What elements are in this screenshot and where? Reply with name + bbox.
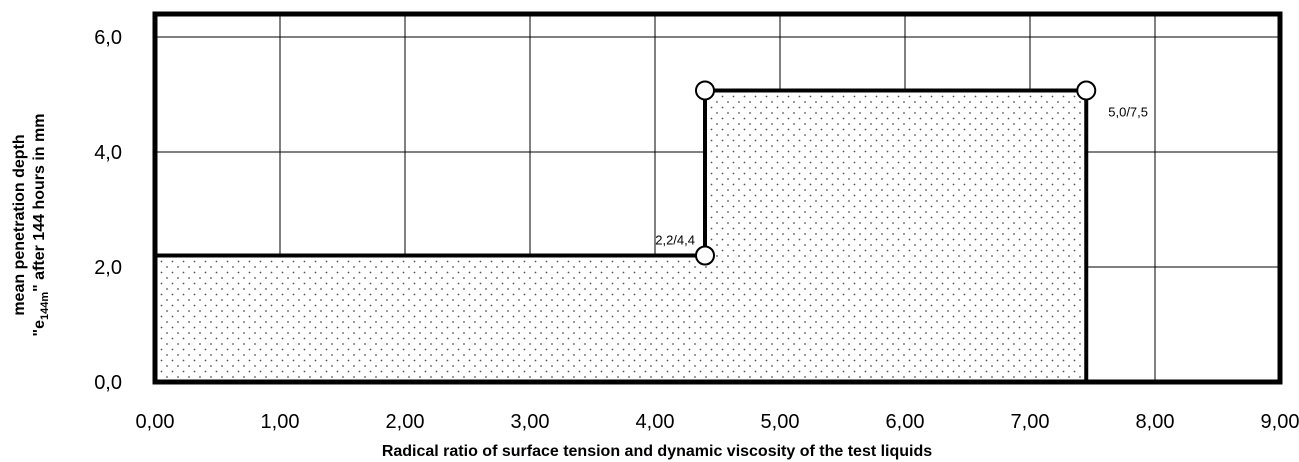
- data-marker: [695, 80, 715, 101]
- x-tick-labels: 0,00 1,00 2,00 3,00 4,00 5,00 6,00 7,00 8,00 9,00: [136, 411, 1299, 433]
- data-labels: 2,2/4,4 5,0/7,5: [655, 104, 1148, 247]
- y-axis-title-subscript: 144m: [39, 292, 51, 320]
- x-tick-label: 0,00: [136, 411, 175, 433]
- y-tick-labels: 0,0 2,0 4,0 6,0: [94, 27, 122, 394]
- data-marker: [695, 245, 715, 266]
- x-tick-label: 4,00: [636, 411, 675, 433]
- y-tick-label: 6,0: [94, 27, 122, 49]
- x-tick-label: 7,00: [1011, 411, 1050, 433]
- data-markers: [695, 80, 1097, 266]
- x-tick-label: 9,00: [1261, 411, 1299, 433]
- filled-area: [155, 90, 1087, 382]
- y-axis-title-line2: "e144m" after 144 hours in mm: [31, 114, 51, 337]
- y-axis-title-prefix: "e: [31, 320, 48, 337]
- x-axis-title: Radical ratio of surface tension and dyn…: [382, 443, 932, 460]
- x-tick-label: 3,00: [511, 411, 550, 433]
- data-label: 5,0/7,5: [1108, 104, 1148, 119]
- y-axis-title-line1: mean penetration depth: [11, 134, 28, 315]
- data-marker: [1076, 80, 1097, 101]
- x-tick-label: 2,00: [386, 411, 425, 433]
- y-tick-label: 2,0: [94, 257, 122, 279]
- x-tick-label: 1,00: [261, 411, 300, 433]
- plot-frame: [152, 11, 1283, 385]
- x-tick-label: 5,00: [761, 411, 800, 433]
- y-axis-title-suffix: " after 144 hours in mm: [31, 114, 48, 292]
- y-tick-label: 0,0: [94, 372, 122, 394]
- x-tick-label: 6,00: [886, 411, 925, 433]
- y-axis-title: mean penetration depth "e144m" after 144…: [11, 114, 51, 337]
- area-fill: [155, 90, 1087, 382]
- data-label: 2,2/4,4: [655, 233, 695, 248]
- y-tick-label: 4,0: [94, 142, 122, 164]
- x-tick-label: 8,00: [1136, 411, 1175, 433]
